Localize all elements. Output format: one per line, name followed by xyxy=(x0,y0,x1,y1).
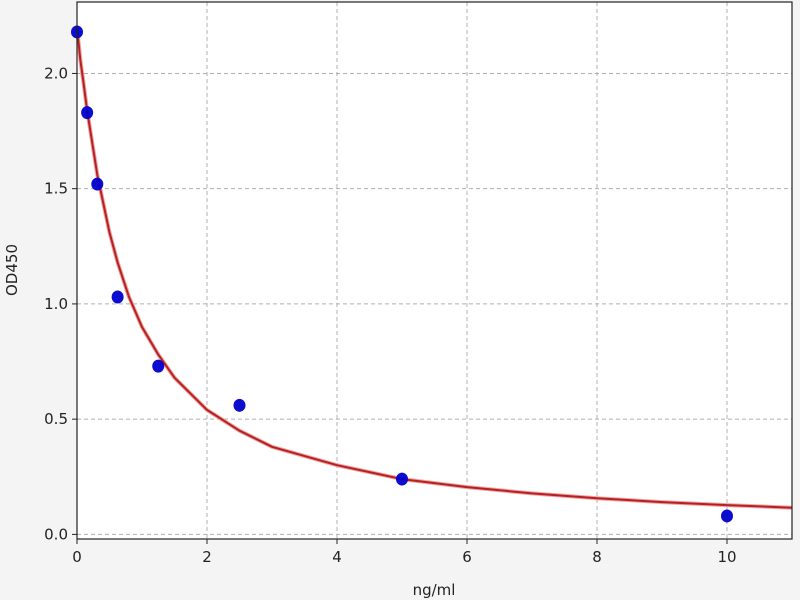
data-points xyxy=(71,25,733,523)
x-ticks: 0 2 4 6 8 10 xyxy=(72,539,737,566)
y-axis-label: OD450 xyxy=(3,244,21,296)
y-tick-label: 2.0 xyxy=(44,64,68,82)
grid xyxy=(76,2,792,539)
y-tick-label: 0.5 xyxy=(44,410,68,428)
data-point xyxy=(111,290,124,304)
plot-frame xyxy=(76,1,793,540)
x-tick-label: 2 xyxy=(202,548,212,566)
fit-curve-group xyxy=(75,27,793,510)
data-point xyxy=(396,472,408,486)
y-tick-label: 1.5 xyxy=(44,180,68,198)
x-tick-label: 0 xyxy=(72,548,82,566)
y-tick-label: 1.0 xyxy=(44,295,68,313)
y-ticks: 0.0 0.5 1.0 1.5 2.0 xyxy=(44,64,77,543)
fit-curve xyxy=(76,27,793,509)
data-point xyxy=(721,509,733,523)
data-point xyxy=(152,359,165,373)
data-point xyxy=(81,106,94,120)
x-tick-label: 10 xyxy=(717,548,736,566)
data-point xyxy=(233,398,246,412)
y-tick-label: 0.0 xyxy=(44,525,68,543)
plot-background xyxy=(77,2,792,539)
data-point xyxy=(91,177,104,191)
x-tick-label: 6 xyxy=(462,548,472,566)
x-axis-label: ng/ml xyxy=(413,581,456,599)
x-tick-label: 8 xyxy=(592,548,602,566)
x-tick-label: 4 xyxy=(332,548,342,566)
